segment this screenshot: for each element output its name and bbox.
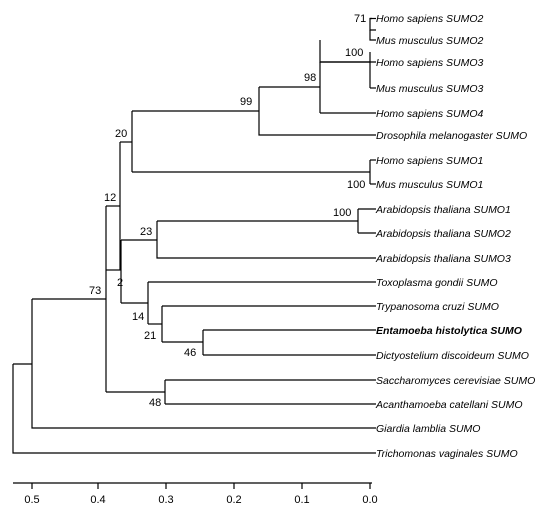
taxon-label: Giardia lamblia SUMO	[376, 423, 480, 435]
taxon-label: Arabidopsis thaliana SUMO2	[375, 228, 511, 240]
taxon-label: Dictyostelium discoideum SUMO	[376, 350, 529, 362]
tree-branches	[12, 17, 376, 454]
taxon-label: Saccharomyces cerevisiae SUMO	[376, 375, 535, 387]
axis-tick-label: 0.5	[24, 494, 39, 506]
axis-tick-label: 0.2	[226, 494, 241, 506]
taxon-label: Homo sapiens SUMO4	[376, 108, 484, 120]
bootstrap-value: 98	[304, 72, 316, 84]
bootstrap-value: 100	[333, 207, 351, 219]
axis-tick-label: 0.1	[294, 494, 309, 506]
taxon-label: Homo sapiens SUMO2	[376, 13, 484, 25]
bootstrap-value: 20	[115, 128, 127, 140]
taxon-label: Arabidopsis thaliana SUMO3	[375, 253, 511, 265]
taxon-label: Mus musculus SUMO1	[376, 179, 483, 191]
bootstrap-value: 14	[132, 311, 144, 323]
distance-axis: 0.5 0.4 0.3 0.2 0.1 0.0	[13, 482, 378, 506]
bootstrap-value: 100	[347, 179, 365, 191]
taxon-label: Trichomonas vaginales SUMO	[376, 448, 518, 460]
bootstrap-value: 48	[149, 397, 161, 409]
taxon-label: Homo sapiens SUMO1	[376, 155, 483, 167]
taxon-label: Toxoplasma gondii SUMO	[376, 277, 498, 289]
bootstrap-value: 2	[117, 277, 123, 289]
taxon-label: Mus musculus SUMO2	[376, 35, 484, 47]
axis-tick-label: 0.0	[362, 494, 377, 506]
bootstrap-value: 21	[144, 330, 156, 342]
taxon-labels: Homo sapiens SUMO2 Mus musculus SUMO2 Ho…	[375, 13, 535, 460]
bootstrap-value: 99	[240, 96, 252, 108]
taxon-label-highlighted: Entamoeba histolytica SUMO	[376, 325, 522, 337]
bootstrap-value: 12	[104, 192, 116, 204]
axis-tick-label: 0.3	[158, 494, 173, 506]
bootstrap-value: 23	[140, 226, 152, 238]
axis-tick-label: 0.4	[90, 494, 105, 506]
taxon-label: Drosophila melanogaster SUMO	[376, 130, 527, 142]
taxon-label: Trypanosoma cruzi SUMO	[376, 301, 499, 313]
bootstrap-value: 100	[345, 47, 363, 59]
bootstrap-values: 71 100 98 99 20 100 12 100 23 2 73 14 21…	[89, 13, 366, 409]
taxon-label: Mus musculus SUMO3	[376, 83, 484, 95]
bootstrap-value: 73	[89, 285, 101, 297]
bootstrap-value: 46	[184, 347, 196, 359]
taxon-label: Arabidopsis thaliana SUMO1	[375, 204, 511, 216]
bootstrap-value: 71	[354, 13, 366, 25]
taxon-label: Acanthamoeba catellani SUMO	[375, 399, 523, 411]
taxon-label: Homo sapiens SUMO3	[376, 57, 484, 69]
